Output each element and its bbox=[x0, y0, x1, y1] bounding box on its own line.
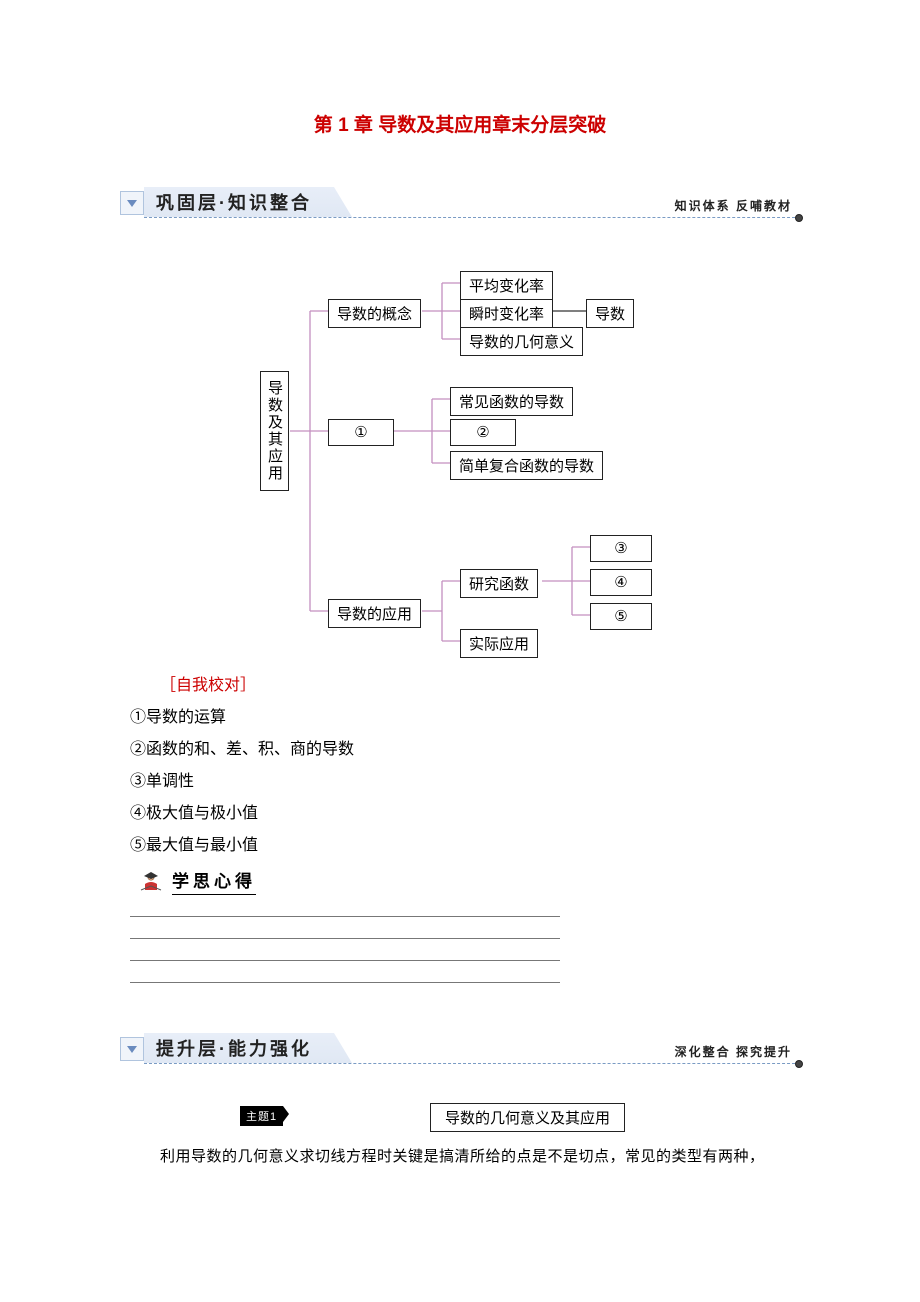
page: 第 1 章 导数及其应用章末分层突破 巩固层·知识整合 知识体系 反哺教材 bbox=[0, 0, 920, 1211]
section2-bar: 提升层·能力强化 深化整合 探究提升 bbox=[120, 1033, 800, 1067]
section1-right: 知识体系 反哺教材 bbox=[675, 197, 792, 214]
answer-4: ④极大值与极小值 bbox=[130, 799, 790, 823]
mm-blank2: ② bbox=[450, 419, 516, 446]
answer-3: ③单调性 bbox=[130, 767, 790, 791]
mm-concept: 导数的概念 bbox=[328, 299, 421, 328]
section2-right: 深化整合 探究提升 bbox=[675, 1043, 792, 1060]
section1-label: 巩固层·知识整合 bbox=[144, 187, 352, 217]
mm-research: 研究函数 bbox=[460, 569, 538, 598]
mm-common: 常见函数的导数 bbox=[450, 387, 573, 416]
mm-deriv: 导数 bbox=[586, 299, 634, 328]
write-line-2 bbox=[130, 937, 560, 939]
topic-tag: 主题1 bbox=[240, 1106, 283, 1126]
answer-1: ①导数的运算 bbox=[130, 703, 790, 727]
topic-box: 导数的几何意义及其应用 bbox=[430, 1103, 625, 1132]
mm-blank3: ③ bbox=[590, 535, 652, 562]
mm-apply: 导数的应用 bbox=[328, 599, 421, 628]
learn-label: 学思心得 bbox=[172, 867, 256, 895]
answer-5: ⑤最大值与最小值 bbox=[130, 831, 790, 855]
mm-root: 导数及其应用 bbox=[260, 371, 289, 491]
down-arrow-icon bbox=[120, 191, 144, 215]
section2-dash bbox=[144, 1063, 800, 1064]
mm-blank4: ④ bbox=[590, 569, 652, 596]
mm-blank5: ⑤ bbox=[590, 603, 652, 630]
page-title: 第 1 章 导数及其应用章末分层突破 bbox=[130, 110, 790, 137]
mm-blank1: ① bbox=[328, 419, 394, 446]
learn-row: 学思心得 bbox=[138, 867, 790, 895]
mm-avg: 平均变化率 bbox=[460, 271, 553, 300]
selfcheck-label: ［自我校对］ bbox=[160, 671, 790, 695]
write-line-3 bbox=[130, 959, 560, 961]
section1-bar: 巩固层·知识整合 知识体系 反哺教材 bbox=[120, 187, 800, 221]
write-line-1 bbox=[130, 915, 560, 917]
mm-composite: 简单复合函数的导数 bbox=[450, 451, 603, 480]
topic-row: 主题1 导数的几何意义及其应用 bbox=[130, 1103, 790, 1133]
mm-inst: 瞬时变化率 bbox=[460, 299, 553, 328]
student-icon bbox=[138, 870, 164, 892]
mm-geom: 导数的几何意义 bbox=[460, 327, 583, 356]
section2-dot-icon bbox=[795, 1060, 803, 1068]
section1-dot-icon bbox=[795, 214, 803, 222]
mindmap: 导数及其应用 导数的概念 平均变化率 瞬时变化率 导数 导数的几何意义 ① 常见… bbox=[130, 261, 790, 661]
body-text: 利用导数的几何意义求切线方程时关键是搞清所给的点是不是切点，常见的类型有两种， bbox=[130, 1145, 790, 1171]
mm-practical: 实际应用 bbox=[460, 629, 538, 658]
section1-dash bbox=[144, 217, 800, 218]
down-arrow-icon bbox=[120, 1037, 144, 1061]
section2-label: 提升层·能力强化 bbox=[144, 1033, 352, 1063]
answer-2: ②函数的和、差、积、商的导数 bbox=[130, 735, 790, 759]
